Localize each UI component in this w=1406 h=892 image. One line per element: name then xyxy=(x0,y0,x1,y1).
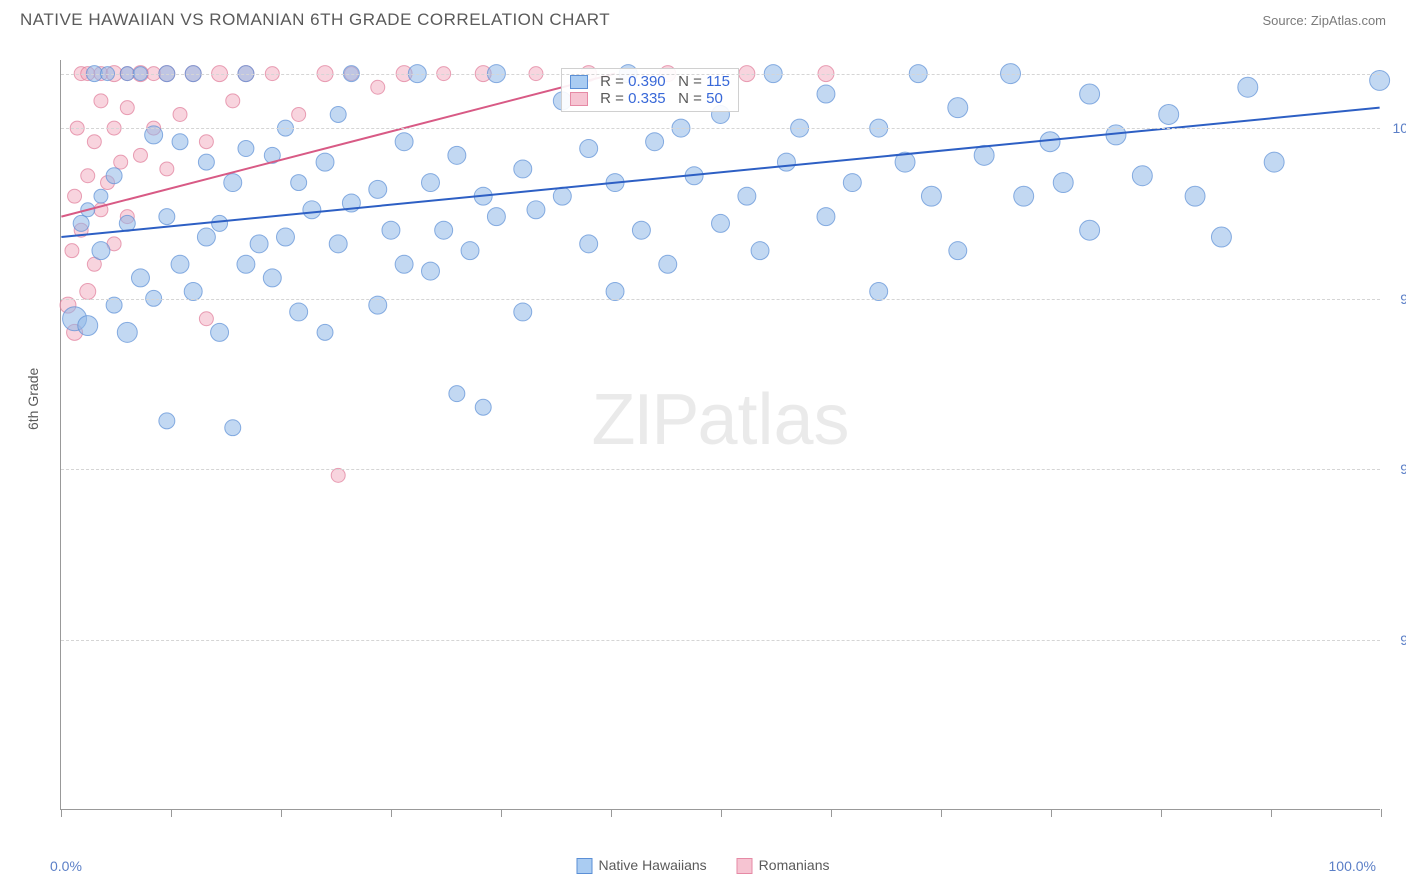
legend-swatch-1 xyxy=(577,858,593,874)
x-axis-min-label: 0.0% xyxy=(50,858,82,874)
stats-row-2: R = 0.335 N = 50 xyxy=(570,90,730,107)
stats-swatch-2 xyxy=(570,92,588,106)
x-axis-max-label: 100.0% xyxy=(1329,858,1376,874)
stats-row-1: R = 0.390 N = 115 xyxy=(570,73,730,90)
stats-swatch-1 xyxy=(570,75,588,89)
y-tick-label: 92.5% xyxy=(1400,632,1406,648)
chart-plot-area: ZIPatlas R = 0.390 N = 115 R = 0.335 N =… xyxy=(60,60,1380,810)
legend-swatch-2 xyxy=(737,858,753,874)
chart-title: NATIVE HAWAIIAN VS ROMANIAN 6TH GRADE CO… xyxy=(20,10,610,30)
legend-item-2: Romanians xyxy=(737,857,830,874)
legend: Native Hawaiians Romanians xyxy=(577,857,830,874)
y-tick-label: 100.0% xyxy=(1393,120,1406,136)
y-axis-label: 6th Grade xyxy=(25,368,41,430)
scatter-svg xyxy=(61,60,1380,809)
legend-item-1: Native Hawaiians xyxy=(577,857,707,874)
y-tick-label: 95.0% xyxy=(1400,461,1406,477)
source-label: Source: ZipAtlas.com xyxy=(1262,13,1386,28)
y-tick-label: 97.5% xyxy=(1400,291,1406,307)
